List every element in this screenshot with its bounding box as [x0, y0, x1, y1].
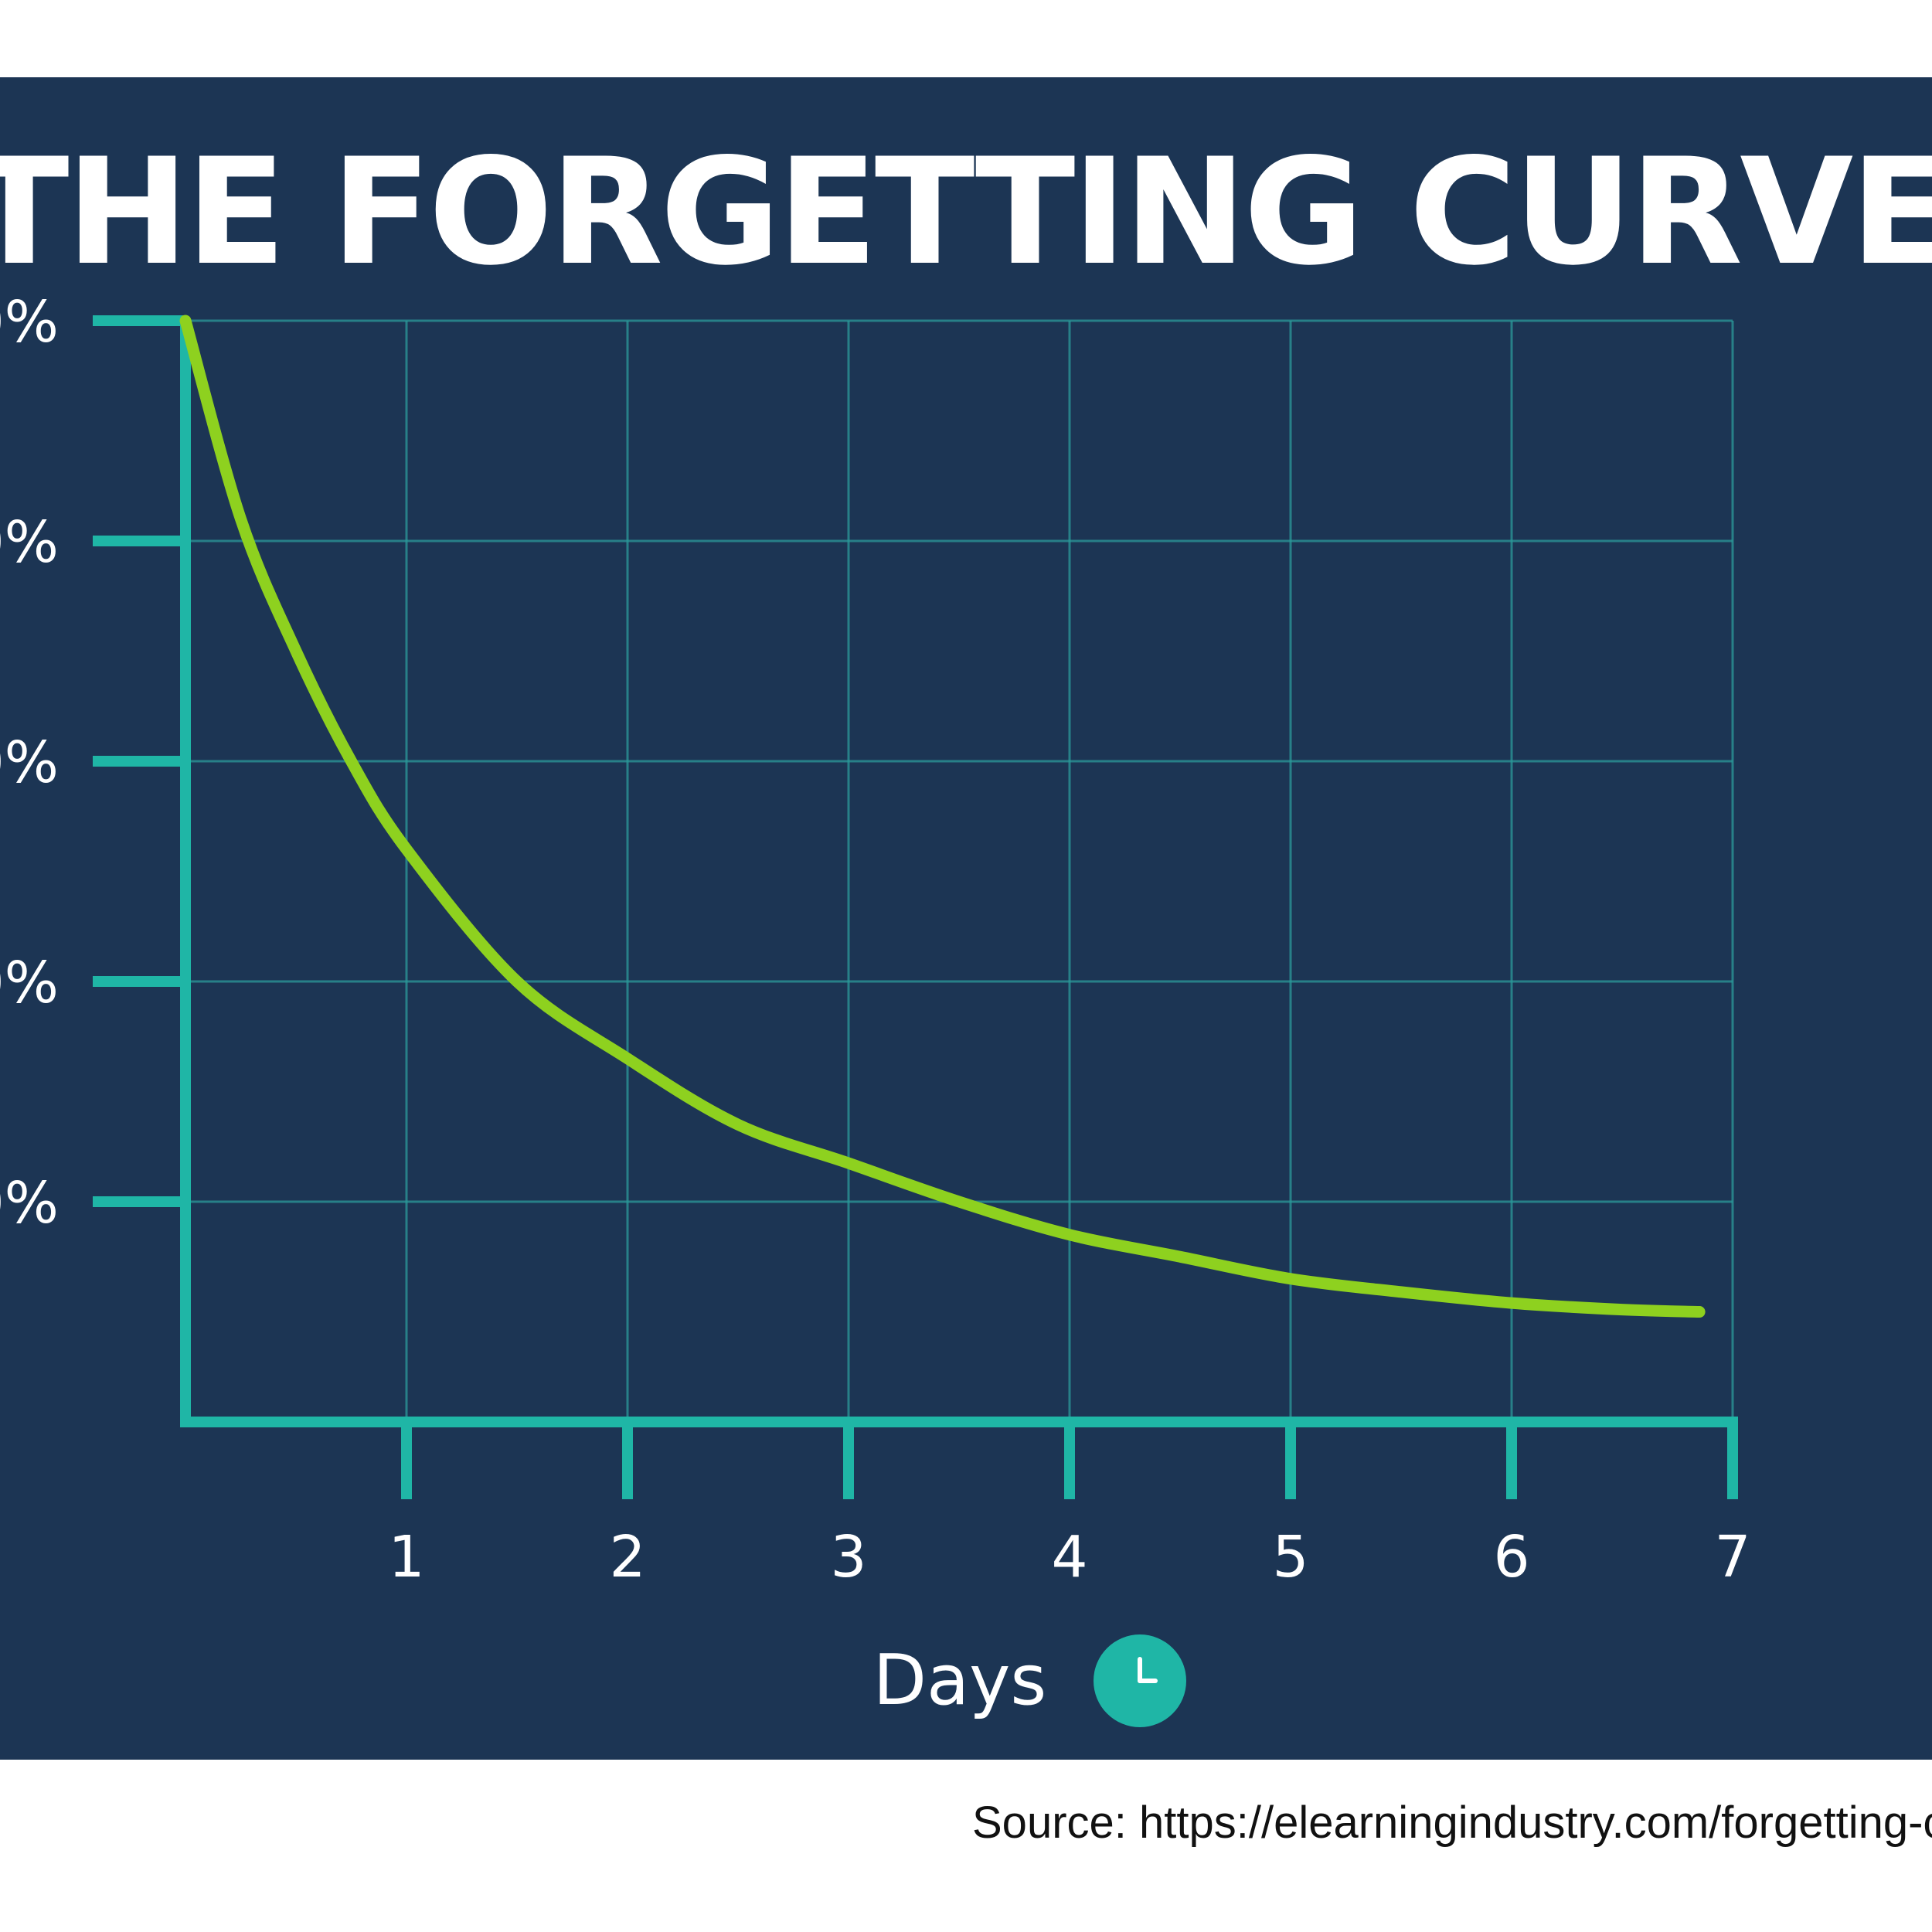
x-tick-label: 6 [1493, 1524, 1529, 1590]
y-tick-label: 0% [0, 509, 59, 576]
chart-panel: THE FORGETTING CURVE 0% 0% 0% 0% 0% 1 2 3 4 5 6 7 D… [0, 77, 1932, 1760]
x-tick-label: 5 [1272, 1524, 1308, 1590]
curve-layer [179, 315, 1706, 1318]
x-tick-label: 2 [609, 1524, 645, 1590]
x-tick-label: 7 [1714, 1524, 1750, 1590]
x-axis-title: Days [873, 1640, 1047, 1721]
x-tick-label: 3 [830, 1524, 866, 1590]
y-tick-label: 0% [0, 289, 59, 355]
tick-labels: 0% 0% 0% 0% 0% 1 2 3 4 5 6 7 [0, 289, 1751, 1590]
axes [93, 315, 1738, 1499]
source-note: Source: https://elearningindustry.com/fo… [972, 1798, 1932, 1848]
x-tick-label: 4 [1051, 1524, 1087, 1590]
clock-icon [1094, 1634, 1186, 1727]
forgetting-curve-chart: THE FORGETTING CURVE 0% 0% 0% 0% 0% 1 2 3 4 5 6 7 D… [0, 127, 1932, 1727]
grid-lines [185, 319, 1734, 1422]
y-tick-label: 0% [0, 730, 59, 796]
y-tick-label: 0% [0, 950, 59, 1016]
x-tick-label: 1 [388, 1524, 424, 1590]
chart-title: THE FORGETTING CURVE [0, 127, 1932, 298]
forgetting-curve-line [179, 315, 1706, 1318]
y-tick-label: 0% [0, 1170, 59, 1236]
